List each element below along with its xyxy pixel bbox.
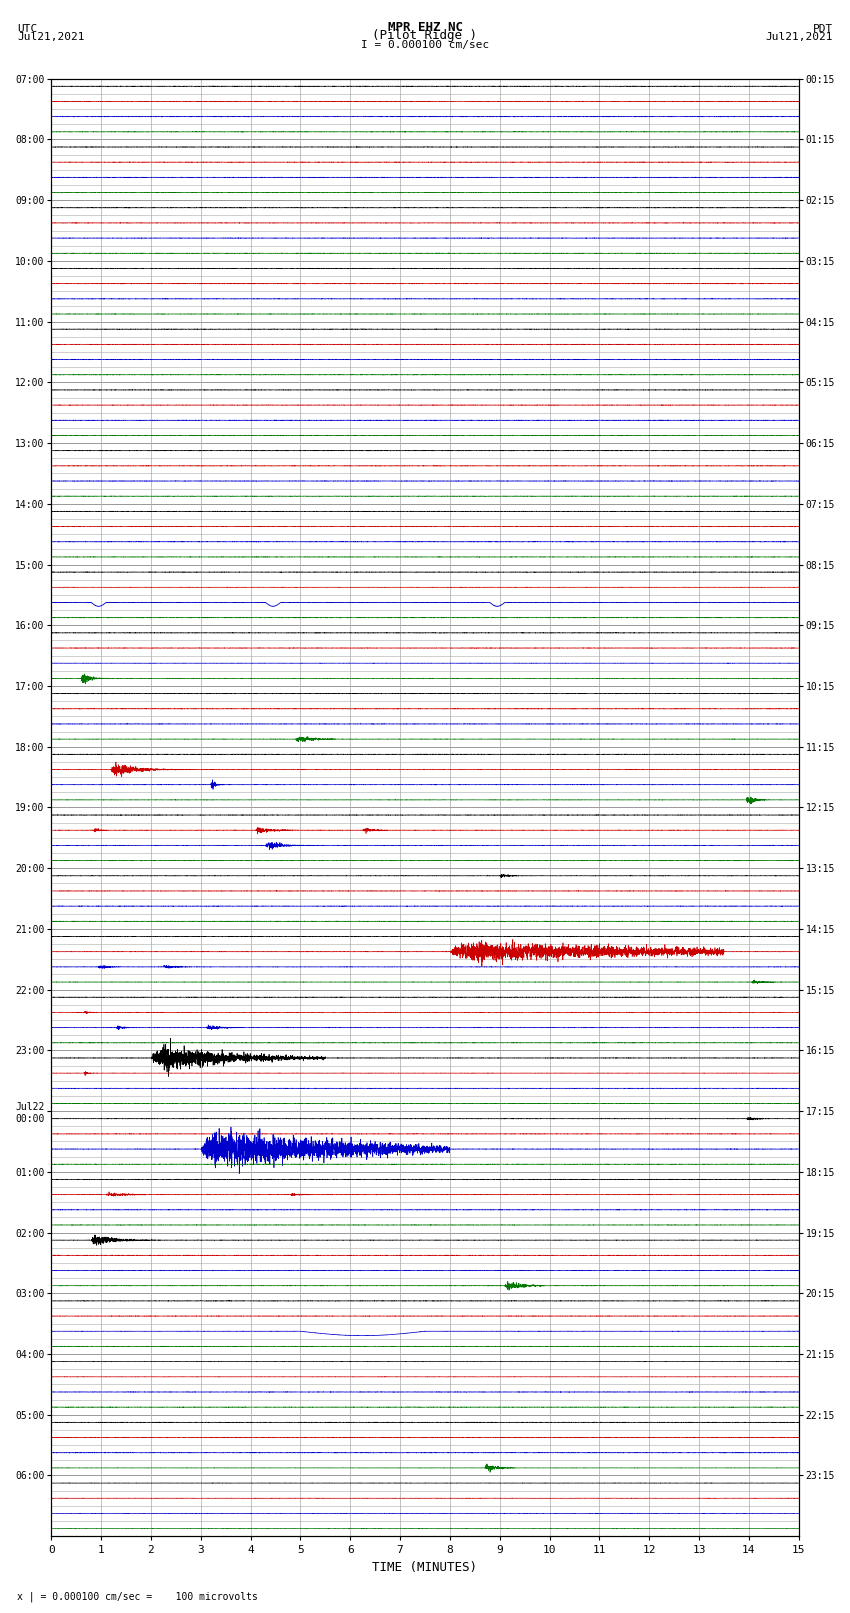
Text: Jul21,2021: Jul21,2021 [766,32,833,42]
Text: Jul21,2021: Jul21,2021 [17,32,84,42]
Text: PDT: PDT [813,24,833,34]
Text: x | = 0.000100 cm/sec =    100 microvolts: x | = 0.000100 cm/sec = 100 microvolts [17,1590,258,1602]
Text: UTC: UTC [17,24,37,34]
Text: I = 0.000100 cm/sec: I = 0.000100 cm/sec [361,40,489,50]
Text: (Pilot Ridge ): (Pilot Ridge ) [372,29,478,42]
Text: MPR EHZ NC: MPR EHZ NC [388,21,462,34]
X-axis label: TIME (MINUTES): TIME (MINUTES) [372,1561,478,1574]
